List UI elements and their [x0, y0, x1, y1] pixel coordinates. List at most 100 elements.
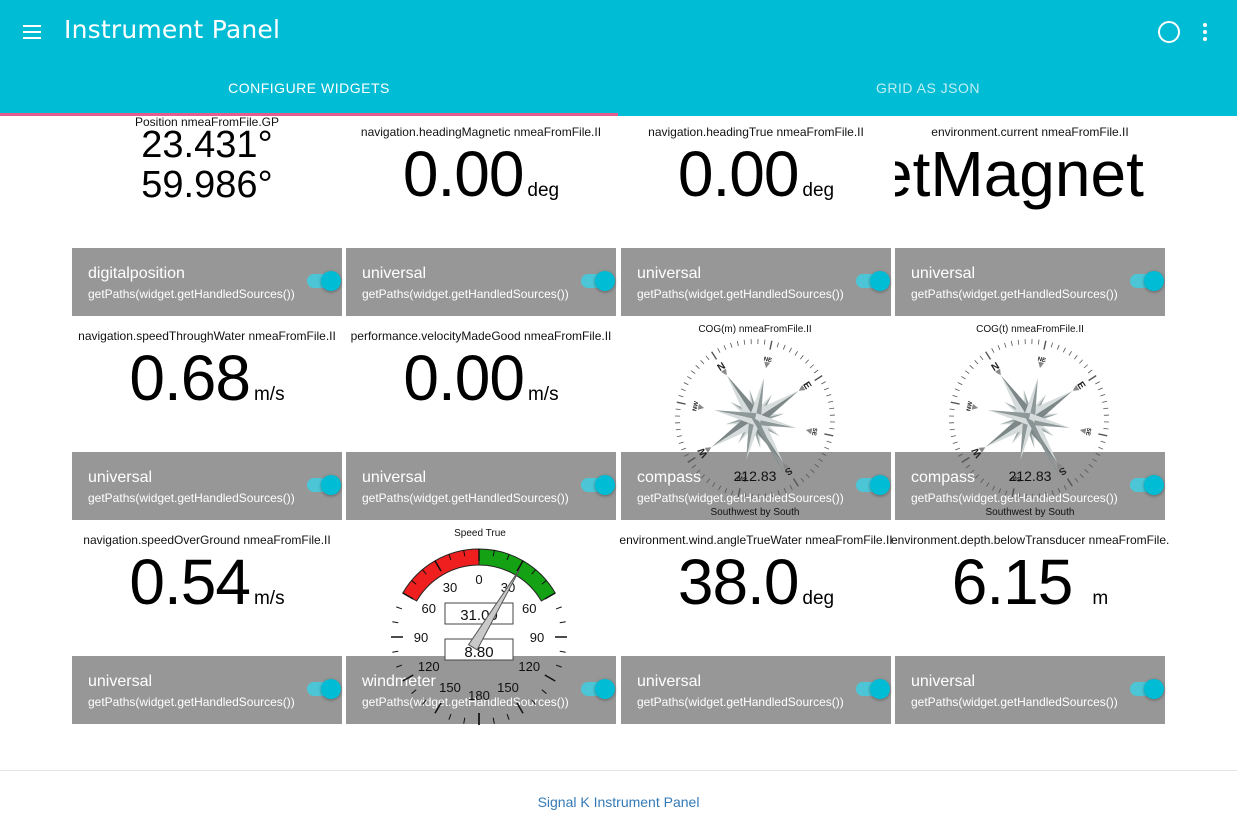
compass-tick: [1004, 342, 1007, 348]
compass-ray: [726, 375, 762, 419]
compass-ray: [725, 414, 755, 425]
compass-ray: [749, 377, 764, 419]
widget-settings-bar[interactable]: compass getPaths(widget.getHandledSource…: [895, 452, 1165, 520]
compass-label: SE: [810, 427, 818, 436]
widget-enable-toggle[interactable]: [1130, 270, 1164, 292]
compass-tick: [676, 435, 682, 438]
menu-icon[interactable]: [20, 20, 44, 44]
widget-enable-toggle[interactable]: [1130, 678, 1164, 700]
compass-tick: [799, 355, 804, 360]
compass-tick: [829, 414, 835, 416]
compass-ray: [749, 389, 755, 420]
widget-head: navigation.headingMagnetic nmeaFromFile.…: [360, 125, 602, 139]
compass-ray: [750, 419, 761, 449]
compass-ray: [737, 416, 755, 444]
compass-tick: [1083, 364, 1088, 369]
wind-scale-label: 90: [530, 630, 544, 645]
compass-tick: [1095, 381, 1100, 385]
compass-tick: [952, 441, 958, 444]
widget-settings-bar[interactable]: universal getPaths(widget.getHandledSour…: [621, 656, 891, 724]
widget-value-row: 6.15 m: [895, 547, 1165, 635]
compass-tick: [949, 422, 955, 424]
compass-marker: [798, 385, 806, 391]
compass-ray: [1024, 394, 1047, 419]
compass-tick: [979, 355, 984, 361]
compass-tick: [954, 388, 960, 392]
compass-ray: [754, 413, 785, 419]
widget-enable-toggle[interactable]: [307, 474, 341, 496]
widget-head: environment.current nmeaFromFile.II: [931, 125, 1129, 139]
compass-ray: [1004, 401, 1032, 419]
compass-label: N: [990, 361, 1002, 374]
widget-cog-true: compass getPaths(widget.getHandledSource…: [895, 320, 1165, 524]
compass-label: N: [716, 361, 728, 374]
widget-paths: getPaths(widget.getHandledSources()): [637, 695, 844, 709]
widget-settings-bar[interactable]: compass getPaths(widget.getHandledSource…: [621, 452, 891, 520]
widget-settings-bar[interactable]: windmeter getPaths(widget.getHandledSour…: [346, 656, 616, 724]
wind-needle: [467, 568, 521, 651]
wind-needle-pointer: [467, 568, 521, 651]
widget-enable-toggle[interactable]: [581, 270, 615, 292]
compass-tick: [965, 370, 970, 375]
wind-scale-label: 90: [414, 630, 428, 645]
wind-scale-label: 30: [443, 580, 457, 595]
compass-ray: [987, 410, 1029, 425]
compass-tick: [969, 364, 974, 369]
more-vert-icon[interactable]: [1196, 20, 1214, 44]
widget-settings-bar[interactable]: universal getPaths(widget.getHandledSour…: [346, 452, 616, 520]
widget-enable-toggle[interactable]: [307, 678, 341, 700]
widget-value: 0.00: [402, 138, 525, 210]
compass-tick: [678, 441, 684, 444]
footer-link[interactable]: Signal K Instrument Panel: [537, 794, 700, 810]
compass-ray: [987, 410, 1031, 419]
widget-enable-toggle[interactable]: [581, 678, 615, 700]
compass-ray: [1029, 413, 1071, 428]
compass-ray: [1029, 394, 1047, 422]
compass-ray: [1029, 418, 1035, 449]
widget-enable-toggle[interactable]: [1130, 474, 1164, 496]
compass-tick: [782, 344, 786, 350]
widget-settings-bar[interactable]: universal getPaths(widget.getHandledSour…: [895, 656, 1165, 724]
widget-enable-toggle[interactable]: [856, 474, 890, 496]
compass-tick: [1098, 433, 1108, 437]
widget-type: universal: [362, 469, 427, 486]
wind-tick: [555, 606, 562, 610]
widget-value: 38.0: [677, 546, 800, 618]
widget-enable-toggle[interactable]: [307, 270, 341, 292]
widget-settings-bar[interactable]: universal getPaths(widget.getHandledSour…: [621, 248, 891, 316]
widget-settings-bar[interactable]: universal getPaths(widget.getHandledSour…: [72, 656, 342, 724]
compass-tick: [991, 348, 995, 353]
compass-ray: [713, 410, 755, 425]
compass-tick: [952, 395, 958, 398]
compass-ray: [755, 394, 773, 422]
compass-tick: [769, 340, 773, 350]
compass-title: COG(t) nmeaFromFile.II: [976, 324, 1084, 335]
compass-ray: [755, 418, 761, 449]
widget-settings-bar[interactable]: universal getPaths(widget.getHandledSour…: [346, 248, 616, 316]
wind-tick: [463, 550, 466, 557]
widget-paths: getPaths(widget.getHandledSources()): [911, 287, 1118, 301]
widget-enable-toggle[interactable]: [856, 678, 890, 700]
widget-settings-bar[interactable]: universal getPaths(widget.getHandledSour…: [895, 248, 1165, 316]
widget-settings-bar[interactable]: universal getPaths(widget.getHandledSour…: [72, 452, 342, 520]
compass-tick: [695, 364, 700, 369]
wind-angle-value: 31.00: [460, 607, 498, 624]
tab-configure-widgets[interactable]: CONFIGURE WIDGETS: [228, 80, 390, 96]
widget-type: compass: [911, 469, 976, 486]
wind-angle-box: [444, 602, 514, 625]
position-longitude: 59.986°: [141, 164, 273, 206]
widget-settings-bar[interactable]: digitalposition getPaths(widget.getHandl…: [72, 248, 342, 316]
widget-wind-angle-true-water: environment.wind.angleTrueWater nmeaFrom…: [619, 524, 893, 728]
widget-head: navigation.headingTrue nmeaFromFile.II: [648, 125, 864, 139]
compass-ray: [999, 414, 1029, 425]
tab-grid-as-json[interactable]: GRID AS JSON: [875, 80, 981, 96]
widget-enable-toggle[interactable]: [856, 270, 890, 292]
widget-depth-below-transducer: environment.depth.belowTransducer nmeaFr…: [891, 524, 1169, 728]
widget-enable-toggle[interactable]: [581, 474, 615, 496]
compass-ray: [755, 377, 764, 421]
compass-label: NE: [763, 357, 772, 365]
widget-value: 0.68: [129, 342, 251, 414]
status-circle-icon[interactable]: [1158, 21, 1180, 43]
compass-tick: [681, 447, 687, 451]
footer-divider: [0, 770, 1237, 771]
